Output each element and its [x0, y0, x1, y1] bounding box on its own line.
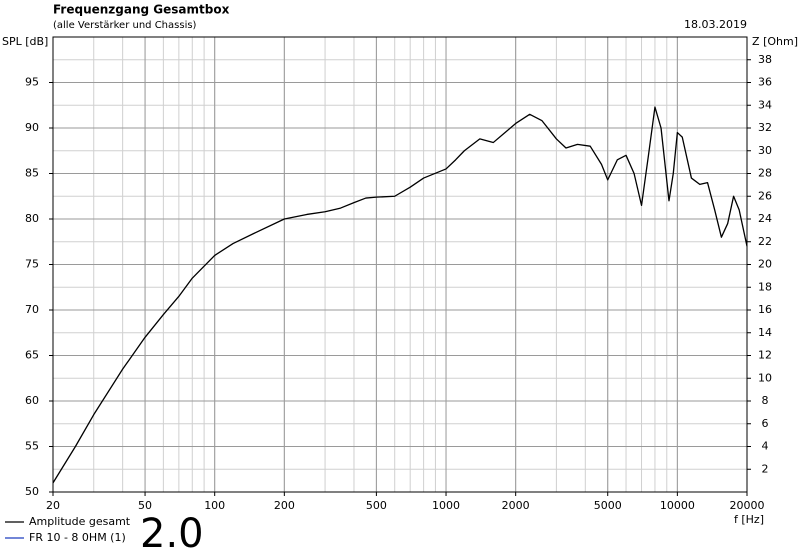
- y2-tick-label: 10: [758, 371, 772, 384]
- y2-tick-label: 38: [758, 53, 772, 66]
- y2-tick-label: 8: [762, 394, 769, 407]
- y-tick-label: 85: [25, 167, 39, 180]
- x-tick-label: 20: [46, 499, 60, 512]
- x-tick-label: 10000: [660, 499, 695, 512]
- y2-tick-label: 20: [758, 258, 772, 271]
- x-tick-label: 1000: [432, 499, 460, 512]
- y-tick-label: 70: [25, 303, 39, 316]
- chart-subtitle: (alle Verstärker und Chassis): [53, 20, 197, 31]
- x-tick-label: 200: [274, 499, 295, 512]
- x-tick-label: 500: [366, 499, 387, 512]
- legend-label: Amplitude gesamt: [29, 515, 131, 528]
- x-axis-label: f [Hz]: [734, 513, 764, 526]
- x-tick-label: 2000: [502, 499, 530, 512]
- y2-tick-label: 12: [758, 349, 772, 362]
- date: 18.03.2019: [684, 18, 747, 31]
- legend-label: FR 10 - 8 0HM (1): [29, 531, 126, 544]
- data-line: [52, 106, 748, 484]
- y2-tick-label: 4: [762, 440, 769, 453]
- y-tick-label: 55: [25, 440, 39, 453]
- x-tick-label: 50: [138, 499, 152, 512]
- y-tick-label: 90: [25, 121, 39, 134]
- y2-axis-label: Z [Ohm]: [752, 35, 798, 48]
- y-tick-label: 75: [25, 258, 39, 271]
- y-tick-label: 95: [25, 76, 39, 89]
- x-tick-label: 100: [204, 499, 225, 512]
- y-tick-label: 60: [25, 394, 39, 407]
- y-tick-label: 80: [25, 212, 39, 225]
- y2-tick-label: 2: [762, 462, 769, 475]
- x-tick-label: 5000: [594, 499, 622, 512]
- annotation: 2.0: [140, 511, 204, 557]
- plot-frame: [52, 36, 748, 493]
- y2-tick-label: 34: [758, 98, 772, 111]
- y-tick-label: 50: [25, 485, 39, 498]
- y-tick-label: 65: [25, 349, 39, 362]
- y2-tick-label: 30: [758, 144, 772, 157]
- y2-tick-label: 26: [758, 189, 772, 202]
- y2-tick-label: 32: [758, 121, 772, 134]
- y2-tick-label: 24: [758, 212, 772, 225]
- y-axis-label: SPL [dB]: [2, 35, 48, 48]
- chart-title: Frequenzgang Gesamtbox: [53, 3, 230, 17]
- x-tick-label: 20000: [730, 499, 765, 512]
- y2-tick-label: 36: [758, 76, 772, 89]
- y2-tick-label: 14: [758, 326, 772, 339]
- y2-tick-label: 16: [758, 303, 772, 316]
- y2-tick-label: 6: [762, 417, 769, 430]
- y2-tick-label: 18: [758, 280, 772, 293]
- y2-tick-label: 28: [758, 167, 772, 180]
- y2-tick-label: 22: [758, 235, 772, 248]
